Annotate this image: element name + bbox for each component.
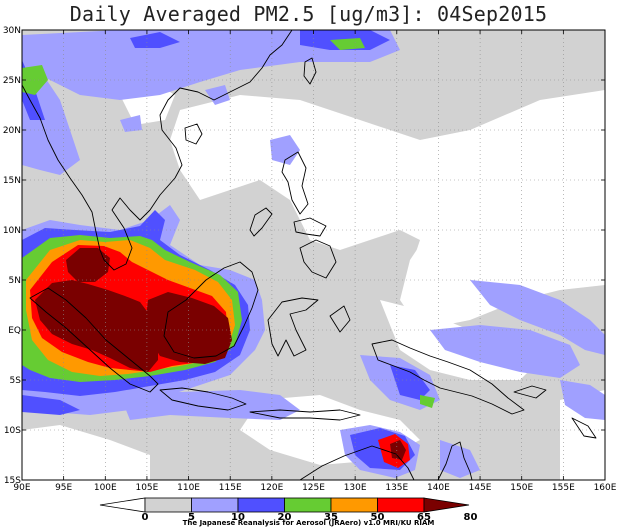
credit-text: The Japanese Reanalysis for Aerosol (JRA… <box>182 519 435 527</box>
coast-lesser-sunda <box>249 409 361 421</box>
lat-label: 15N <box>3 176 21 186</box>
coast-sumatra <box>29 287 159 393</box>
coast-halmahera <box>329 305 351 333</box>
colorbar-box <box>330 497 378 513</box>
coast-visayas <box>293 217 327 237</box>
coast-bismarck <box>513 385 547 399</box>
coast-java <box>159 387 247 411</box>
lon-label: 115E <box>219 483 242 493</box>
lat-label: 5N <box>9 276 21 286</box>
lon-label: 105E <box>135 483 158 493</box>
colorbar-label: 0 <box>142 512 149 523</box>
lon-label: 145E <box>469 483 492 493</box>
colorbar-box <box>191 497 239 513</box>
lat-label: 10N <box>3 226 21 236</box>
lat-label: 5S <box>10 376 22 386</box>
colorbar-label: 10 <box>231 512 245 523</box>
colorbar-lower-triangle <box>99 497 146 513</box>
colorbar-box <box>144 497 192 513</box>
colorbar-label: 50 <box>371 512 385 523</box>
lon-label: 125E <box>302 483 325 493</box>
coastlines <box>22 30 597 480</box>
lon-label: 95E <box>55 483 72 493</box>
latitude-labels: 30N 25N 20N 15N 10N 5N EQ 5S 10S 15S <box>3 26 21 486</box>
lon-label: 90E <box>13 483 30 493</box>
lon-label: 150E <box>510 483 533 493</box>
coast-palawan <box>249 207 273 237</box>
colorbar-label: 65 <box>417 512 431 523</box>
coast-sulawesi <box>267 297 319 357</box>
lat-label: 30N <box>3 26 21 36</box>
lat-label: 25N <box>3 76 21 86</box>
lon-label: 110E <box>177 483 200 493</box>
coast-mindanao <box>299 239 337 279</box>
lon-label: 135E <box>385 483 408 493</box>
pm25-band-80-plus <box>35 248 406 460</box>
lon-label: 140E <box>427 483 450 493</box>
lon-label: 130E <box>344 483 367 493</box>
colorbar-box <box>377 497 425 513</box>
coast-australia-north <box>299 445 415 480</box>
colorbar-label: 35 <box>324 512 338 523</box>
colorbar-box <box>237 497 285 513</box>
colorbar-upper-triangle <box>423 497 470 513</box>
grid-lines <box>22 30 605 480</box>
coast-cape-york <box>437 441 473 480</box>
colorbar: 0 5 10 20 35 50 65 80 <box>99 497 478 523</box>
map-title: Daily Averaged PM2.5 [ug/m3]: 04Sep2015 <box>69 2 548 26</box>
colorbar-label: 20 <box>278 512 292 523</box>
lon-label: 100E <box>94 483 117 493</box>
coast-solomon <box>571 417 597 439</box>
axis-ticks <box>21 29 606 481</box>
colorbar-label: 80 <box>464 512 478 523</box>
colorbar-label: 5 <box>188 512 195 523</box>
coast-luzon <box>281 151 309 215</box>
lat-label: 15S <box>4 476 21 486</box>
lon-label: 155E <box>552 483 575 493</box>
lon-label: 160E <box>594 483 617 493</box>
lat-label: EQ <box>8 326 21 336</box>
lon-label: 120E <box>260 483 283 493</box>
lat-label: 10S <box>4 426 21 436</box>
coast-taiwan <box>303 57 317 85</box>
lat-label: 20N <box>3 126 21 136</box>
coast-borneo <box>163 261 259 359</box>
colorbar-box <box>284 497 332 513</box>
coast-new-guinea <box>371 339 525 415</box>
longitude-labels: 90E 95E 100E 105E 110E 115E 120E 125E 130E 135E 14… <box>13 483 616 493</box>
coast-hainan <box>184 123 203 145</box>
coast-mainland <box>22 30 293 271</box>
